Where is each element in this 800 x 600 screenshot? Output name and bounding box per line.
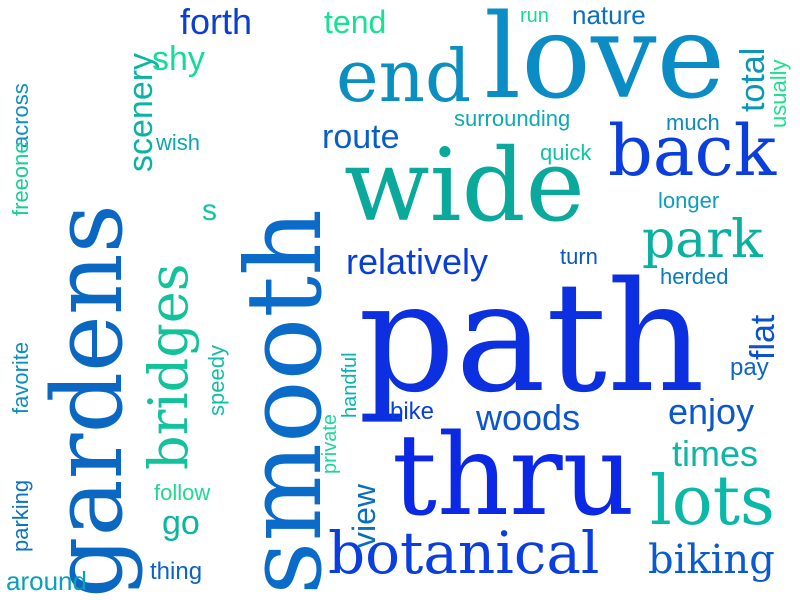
word-relatively: relatively bbox=[346, 241, 489, 282]
word-end: end bbox=[336, 34, 472, 118]
word-bridges: bridges bbox=[137, 263, 200, 470]
word-thru: thru bbox=[392, 411, 635, 541]
word-across: across bbox=[8, 83, 33, 148]
word-parking: parking bbox=[8, 479, 33, 552]
word-route: route bbox=[322, 118, 400, 156]
word-wish: wish bbox=[156, 130, 201, 155]
word-wide: wide bbox=[344, 127, 585, 244]
word-much: much bbox=[666, 110, 720, 135]
word-lots: lots bbox=[650, 462, 775, 541]
word-nature: nature bbox=[572, 0, 646, 30]
word-smooth: smooth bbox=[223, 209, 345, 595]
word-favorite: favorite bbox=[8, 341, 33, 414]
word-turn: turn bbox=[560, 244, 598, 269]
word-total: total bbox=[734, 47, 772, 112]
word-quick: quick bbox=[540, 140, 592, 165]
word-times: times bbox=[672, 433, 759, 474]
word-s: s bbox=[202, 194, 217, 227]
word-handful: handful bbox=[339, 352, 361, 418]
word-back: back bbox=[608, 110, 777, 192]
word-tend: tend bbox=[324, 4, 387, 40]
word-enjoy: enjoy bbox=[668, 391, 755, 432]
word-park: park bbox=[642, 210, 763, 270]
word-freeone: freeone bbox=[8, 141, 33, 216]
word-around: around bbox=[6, 566, 87, 596]
word-woods: woods bbox=[476, 397, 581, 438]
word-forth: forth bbox=[180, 1, 253, 42]
word-follow: follow bbox=[154, 480, 211, 505]
word-love: love bbox=[484, 0, 726, 125]
word-bike: bike bbox=[390, 398, 435, 425]
word-shy: shy bbox=[152, 40, 205, 78]
word-thing: thing bbox=[150, 558, 203, 585]
word-longer: longer bbox=[658, 188, 720, 213]
word-view: view bbox=[346, 483, 382, 548]
word-biking: biking bbox=[648, 537, 775, 583]
word-gardens: gardens bbox=[32, 204, 144, 598]
word-usually: usually bbox=[766, 59, 791, 128]
word-run: run bbox=[520, 5, 549, 27]
word-herded: herded bbox=[660, 264, 729, 289]
word-surrounding: surrounding bbox=[454, 106, 571, 131]
word-speedy: speedy bbox=[204, 345, 229, 416]
word-path: path bbox=[358, 249, 705, 426]
word-private: private bbox=[319, 413, 341, 474]
word-botanical: botanical bbox=[328, 519, 600, 587]
word-go: go bbox=[162, 504, 200, 542]
word-pay: pay bbox=[730, 354, 769, 381]
